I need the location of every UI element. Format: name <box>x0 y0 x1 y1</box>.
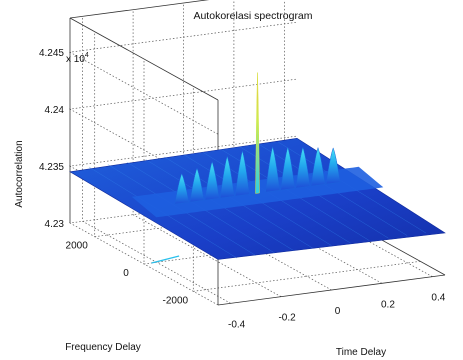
surface-peak-8 <box>295 146 311 189</box>
y-gridline-0 <box>192 86 421 292</box>
x-tick-label: 0 <box>335 306 341 317</box>
surface-peak-1 <box>189 167 205 203</box>
y-gridline-1 <box>143 59 372 265</box>
y-gridline-2 <box>94 31 322 238</box>
surface-peak-5 <box>255 72 260 194</box>
x-gridline-0 <box>82 16 231 304</box>
surface-peak-2 <box>204 160 220 201</box>
surface-peak-0 <box>174 172 190 205</box>
y-tick-label: -2000 <box>163 295 189 306</box>
x-tick-label: 0.2 <box>381 299 395 310</box>
axis-edge-5 <box>69 0 210 19</box>
x-axis-label: Time Delay <box>336 347 386 358</box>
surface-peak-9 <box>310 146 326 187</box>
z-exponent-base: x 10 <box>66 54 85 65</box>
z-exponent-power: 4 <box>85 52 89 59</box>
floor-contour <box>151 255 180 264</box>
y-tick-label: 0 <box>123 268 129 279</box>
x-tick-label: -0.2 <box>278 313 296 324</box>
axis-edge-4 <box>69 17 219 101</box>
z-tick-label: 4.245 <box>39 48 64 59</box>
z-exponent-label: x 104 <box>66 52 89 65</box>
z-tick-label: 4.235 <box>39 162 64 173</box>
x-tick-label: 0.4 <box>431 293 445 304</box>
z-axis-label: Autocorrelation <box>14 140 25 207</box>
surface-peak-4 <box>235 149 250 197</box>
surface-plot <box>69 72 446 264</box>
surface-peak-6 <box>265 145 280 193</box>
y-axis-label: Frequency Delay <box>65 342 141 353</box>
z-tick-label: 4.23 <box>45 219 65 230</box>
y-tick-label: 2000 <box>66 241 89 252</box>
surface-peak-10 <box>325 147 341 185</box>
chart-title: Autokorelasi spectrogram <box>193 10 312 22</box>
surface-peak-7 <box>280 146 296 191</box>
z-tick-label: 4.24 <box>45 105 65 116</box>
x-gridline-1 <box>132 9 282 298</box>
axis-edge-2 <box>217 274 446 306</box>
x-tick-label: -0.4 <box>228 319 246 330</box>
surface-peak-3 <box>219 155 235 199</box>
